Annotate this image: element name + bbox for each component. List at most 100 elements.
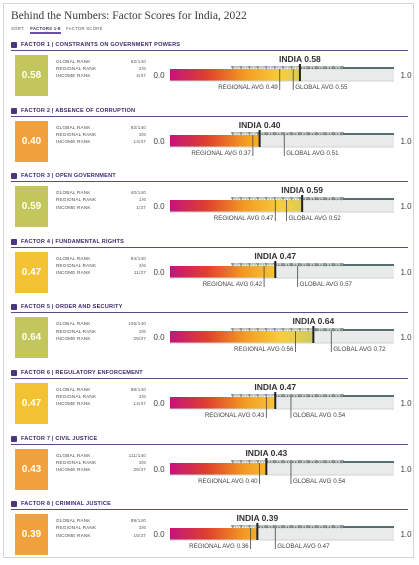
score-box: 0.64	[15, 317, 48, 359]
country-marker	[314, 262, 319, 267]
country-marker	[261, 525, 266, 530]
sort-tab-factor-score[interactable]: FACTOR SCORE	[66, 26, 103, 31]
india-score-label: INDIA 0.39	[236, 513, 278, 523]
country-marker	[295, 525, 300, 530]
country-marker	[320, 197, 325, 202]
india-score-label: INDIA 0.47	[254, 251, 296, 261]
country-marker	[250, 394, 255, 398]
regional-avg-label: REGIONAL AVG 0.43	[205, 412, 265, 419]
country-marker	[239, 328, 244, 333]
country-marker	[297, 394, 302, 398]
global-rank-row: GLOBAL RANK 88/140	[56, 387, 146, 394]
country-marker	[300, 131, 305, 136]
rank-table: GLOBAL RANK 94/140 REGIONAL RANK 3/6 INCOME …	[56, 256, 146, 278]
factor-title: FACTOR 1 | CONSTRAINTS ON GOVERNMENT POW…	[11, 41, 180, 49]
country-marker	[244, 262, 249, 267]
country-marker	[303, 328, 308, 333]
country-marker	[264, 328, 269, 333]
country-marker	[241, 131, 246, 136]
country-marker	[264, 525, 269, 530]
country-marker	[275, 525, 280, 530]
country-marker	[244, 394, 249, 398]
global-avg-label: GLOBAL AVG 0.51	[286, 150, 339, 157]
global-rank-row: GLOBAL RANK 111/140	[56, 453, 146, 460]
country-marker	[328, 66, 333, 70]
country-marker	[230, 197, 235, 202]
country-marker	[314, 459, 319, 464]
regional-rank-value: 3/6	[139, 525, 146, 531]
country-marker	[253, 525, 258, 530]
country-marker	[339, 459, 344, 464]
country-marker	[334, 328, 339, 333]
regional-rank-row: REGIONAL RANK 3/6	[56, 329, 146, 336]
country-marker	[328, 131, 333, 136]
country-marker	[267, 66, 272, 70]
country-marker	[247, 131, 252, 136]
income-rank-value: 4/37	[136, 73, 146, 79]
global-rank-label: GLOBAL RANK	[56, 124, 91, 130]
sort-tab-factors[interactable]: FACTORS 1-8	[30, 26, 61, 34]
score-chart: 0.0 1.0 INDIA 0.64 REGIONAL AVG 0.56 GLOBAL …	[153, 316, 412, 353]
global-rank-label: GLOBAL RANK	[56, 387, 91, 392]
global-rank-label: GLOBAL RANK	[56, 190, 91, 196]
country-marker	[306, 66, 311, 70]
country-marker	[334, 262, 339, 267]
regional-avg-label: REGIONAL AVG 0.47	[214, 215, 274, 222]
country-marker	[278, 66, 283, 70]
country-marker	[292, 328, 297, 333]
country-marker	[289, 328, 294, 333]
axis-min-label: 0.0	[153, 399, 165, 408]
income-rank-label: INCOME RANK	[56, 532, 91, 538]
country-marker	[300, 394, 305, 398]
country-marker	[306, 394, 311, 398]
country-marker	[250, 131, 255, 136]
country-marker	[331, 394, 336, 398]
country-marker	[267, 262, 272, 267]
income-rank-row: INCOME RANK 25/37	[56, 336, 146, 343]
country-marker	[264, 262, 269, 267]
country-marker	[239, 394, 244, 398]
country-marker	[239, 262, 244, 267]
country-marker	[328, 328, 333, 333]
country-marker	[281, 197, 286, 202]
global-avg-label: GLOBAL AVG 0.54	[293, 412, 346, 419]
score-bar-fill	[170, 265, 276, 278]
people-icon	[11, 238, 17, 245]
country-marker	[286, 197, 291, 202]
india-score-label: INDIA 0.47	[254, 382, 296, 392]
country-marker	[241, 525, 246, 530]
regional-rank-row: REGIONAL RANK 3/6	[56, 263, 146, 270]
regional-avg-label: REGIONAL AVG 0.37	[191, 150, 251, 157]
country-marker	[258, 394, 263, 398]
regional-rank-row: REGIONAL RANK 3/6	[56, 394, 146, 401]
country-marker	[278, 328, 283, 333]
country-marker	[323, 459, 328, 464]
country-marker	[317, 459, 322, 464]
factor-title: FACTOR 7 | CIVIL JUSTICE	[11, 435, 97, 443]
country-marker	[289, 66, 294, 70]
score-chart: 0.0 1.0 INDIA 0.43 REGIONAL AVG 0.40 GLOBAL …	[153, 448, 412, 485]
country-marker	[331, 525, 336, 530]
scales-icon	[11, 435, 17, 442]
country-marker	[311, 394, 316, 398]
country-marker	[281, 262, 286, 267]
global-rank-value: 89/140	[130, 518, 146, 524]
country-marker	[250, 525, 255, 530]
country-marker	[233, 131, 238, 136]
rank-table: GLOBAL RANK 52/140 REGIONAL RANK 2/6 INCOME …	[56, 59, 146, 81]
factor-title: FACTOR 6 | REGULATORY ENFORCEMENT	[11, 369, 143, 377]
country-marker	[253, 394, 258, 398]
section-divider	[11, 115, 408, 117]
rank-table: GLOBAL RANK 40/140 REGIONAL RANK 1/6 INCOME …	[56, 190, 146, 212]
income-rank-value: 15/37	[133, 532, 146, 538]
country-marker	[261, 197, 266, 202]
rank-table: GLOBAL RANK 105/140 REGIONAL RANK 3/6 INCOME…	[56, 321, 146, 343]
global-avg-label: GLOBAL AVG 0.57	[300, 281, 353, 288]
country-marker	[306, 328, 311, 333]
country-marker	[300, 459, 305, 464]
country-marker	[272, 66, 277, 70]
country-marker	[331, 131, 336, 136]
score-chart: 0.0 1.0 INDIA 0.39 REGIONAL AVG 0.36 GLOBAL …	[153, 513, 412, 550]
country-marker	[241, 262, 246, 267]
country-marker	[295, 394, 300, 398]
